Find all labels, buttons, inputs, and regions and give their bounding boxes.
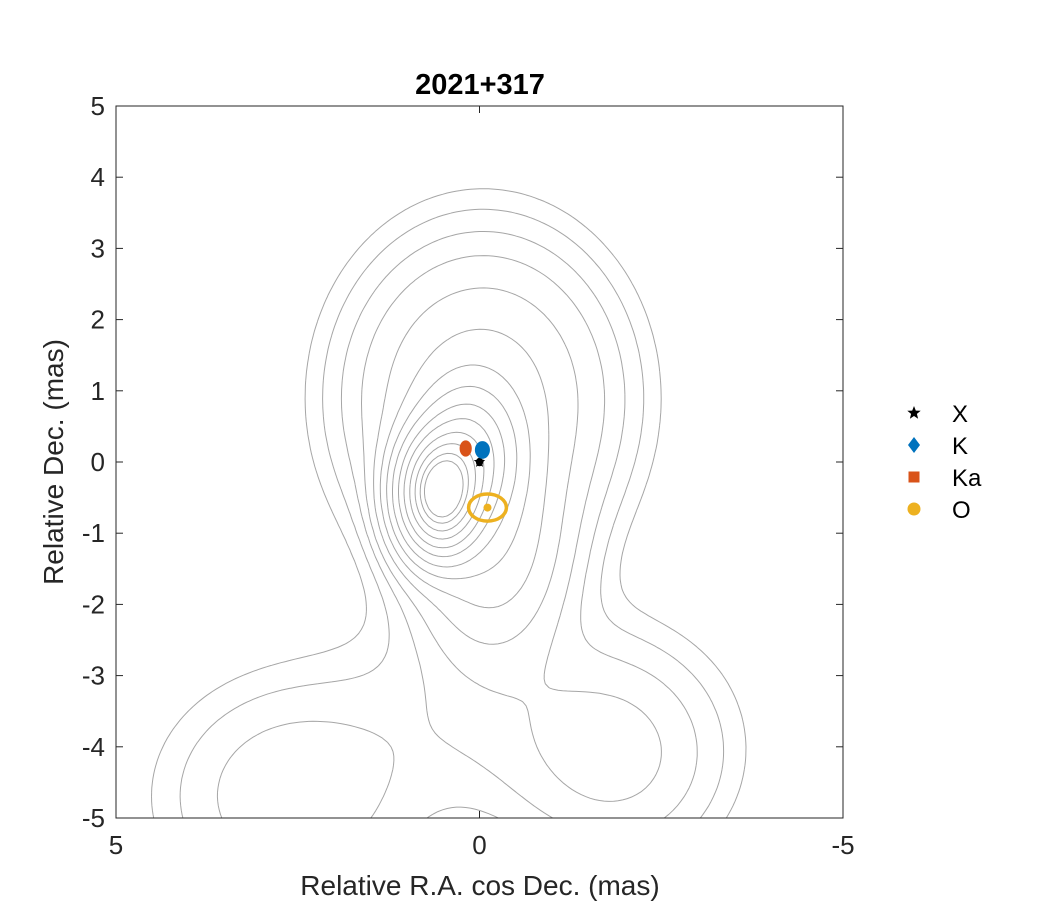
marker-o-error-ellipse xyxy=(466,492,509,523)
legend-label-k: K xyxy=(952,433,968,460)
contour-line xyxy=(419,452,469,524)
marker-x xyxy=(473,456,486,467)
marker-o xyxy=(483,503,492,512)
marker-k xyxy=(474,441,490,459)
y-tick-label: -4 xyxy=(82,732,105,762)
contour-line xyxy=(386,364,531,580)
contour-line xyxy=(398,403,506,558)
contour-line xyxy=(414,443,476,532)
y-tick-label: 3 xyxy=(91,233,105,263)
x-tick-label: 5 xyxy=(109,830,123,860)
marker-layer xyxy=(459,440,509,523)
contour-line xyxy=(361,255,662,802)
legend-label-ka: Ka xyxy=(952,465,982,492)
marker-ka xyxy=(459,440,472,457)
legend-marker-x xyxy=(907,406,921,419)
y-tick-label: 0 xyxy=(91,447,105,477)
contour-line xyxy=(179,208,725,818)
x-axis-label: Relative R.A. cos Dec. (mas) xyxy=(300,870,659,901)
legend: XK Ka O xyxy=(907,401,982,524)
contour-line xyxy=(379,328,550,609)
y-axis-label: Relative Dec. (mas) xyxy=(38,339,69,585)
contour-line xyxy=(151,188,747,818)
y-tick-label: -3 xyxy=(82,661,105,691)
chart-title: 2021+317 xyxy=(415,69,545,101)
y-tick-label: -1 xyxy=(82,518,105,548)
contour-map xyxy=(151,188,747,818)
y-tick-label: -5 xyxy=(82,803,105,833)
contour-line xyxy=(424,460,464,518)
legend-label-o: O xyxy=(952,497,971,524)
x-tick-label: -5 xyxy=(831,830,854,860)
legend-marker-o xyxy=(907,502,921,516)
contour-line xyxy=(216,231,698,818)
x-tick-label: 0 xyxy=(472,830,486,860)
y-tick-label: -2 xyxy=(82,589,105,619)
contour-line xyxy=(392,385,518,568)
legend-marker-ka xyxy=(908,471,920,483)
contour-line xyxy=(373,287,579,645)
y-tick-label: 4 xyxy=(91,162,105,192)
legend-marker-k xyxy=(908,437,920,453)
y-tick-label: 2 xyxy=(91,305,105,335)
legend-label-x: X xyxy=(952,401,968,428)
y-tick-label: 5 xyxy=(91,91,105,121)
y-tick-label: 1 xyxy=(91,376,105,406)
